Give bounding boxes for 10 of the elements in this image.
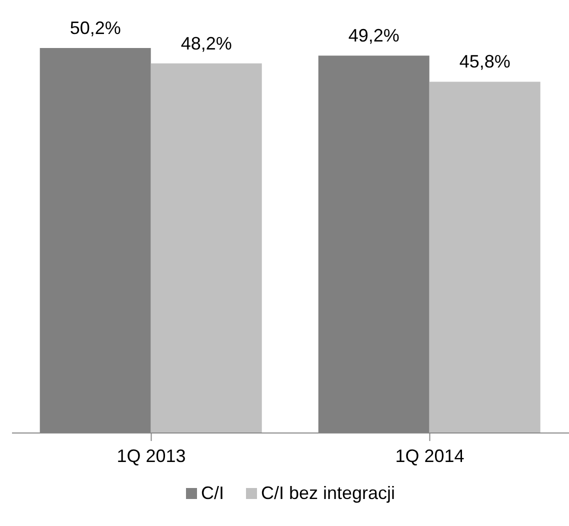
data-label: 45,8% <box>459 52 510 72</box>
x-tick-label: 1Q 2014 <box>395 446 464 466</box>
x-tick-label: 1Q 2013 <box>116 446 186 466</box>
data-label: 49,2% <box>348 26 400 46</box>
bar <box>429 82 540 433</box>
data-label: 50,2% <box>70 18 121 38</box>
bar <box>150 63 262 433</box>
data-label: 48,2% <box>180 33 232 54</box>
legend-label: C/I bez integracji <box>260 483 396 504</box>
legend-label: C/I <box>200 483 224 504</box>
